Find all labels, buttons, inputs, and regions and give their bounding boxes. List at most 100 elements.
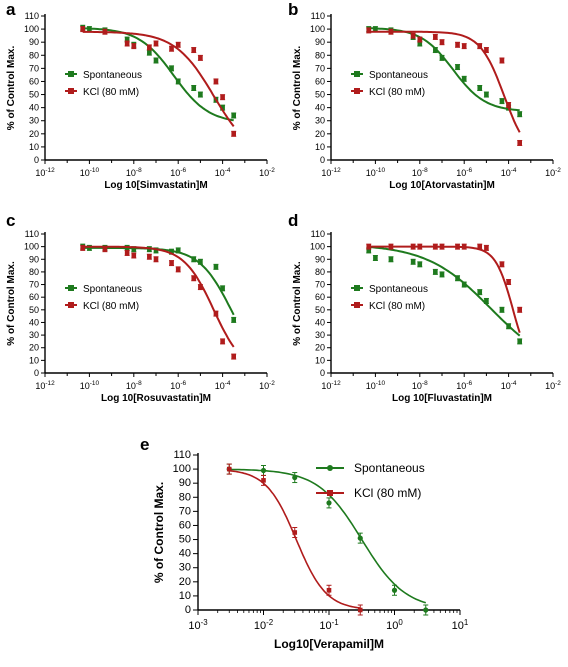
y-tick-label: 10 xyxy=(29,355,39,365)
series-kcl xyxy=(80,26,237,137)
y-tick-label: 30 xyxy=(29,116,39,126)
panel-letter-e: e xyxy=(140,435,149,454)
data-point xyxy=(191,256,197,262)
y-tick-label: 60 xyxy=(179,519,191,531)
y-tick-label: 50 xyxy=(179,534,191,546)
data-point xyxy=(226,466,232,472)
legend-marker xyxy=(68,71,74,77)
data-point xyxy=(198,259,203,265)
x-tick-label: 10-8 xyxy=(126,167,142,178)
data-point xyxy=(131,246,137,252)
x-tick-label: 10-2 xyxy=(545,167,561,178)
x-axis-title: Log 10[Rosuvastatin]M xyxy=(101,393,211,404)
data-point xyxy=(506,102,511,108)
legend-marker xyxy=(327,490,333,496)
data-point xyxy=(213,79,219,84)
legend-marker xyxy=(68,88,74,94)
y-tick-label: 0 xyxy=(320,155,325,165)
legend-item: Spontaneous xyxy=(351,70,428,81)
data-point xyxy=(87,245,92,251)
data-point xyxy=(461,76,467,82)
data-point xyxy=(477,85,483,91)
data-point xyxy=(455,42,460,48)
data-point xyxy=(169,66,174,71)
y-tick-label: 80 xyxy=(315,50,325,60)
y-tick-label: 90 xyxy=(315,254,325,264)
data-point xyxy=(388,244,394,249)
x-tick-label: 10-12 xyxy=(321,380,341,391)
x-tick-label: 10-8 xyxy=(412,380,428,391)
legend-label: Spontaneous xyxy=(83,70,142,81)
legend-label: Spontaneous xyxy=(369,284,428,295)
data-point xyxy=(153,256,159,262)
y-tick-label: 0 xyxy=(34,368,39,378)
panel-e: e 0 10 20 30 40 50 60 70 80 90 100 110 10-3 10-2 10-1 10… xyxy=(140,435,469,651)
data-point xyxy=(433,269,438,275)
data-point xyxy=(373,255,378,261)
data-point xyxy=(433,244,438,249)
y-tick-label: 100 xyxy=(24,24,39,34)
fit-curve xyxy=(368,30,521,133)
legend-label: Spontaneous xyxy=(369,70,428,81)
data-point xyxy=(417,244,423,249)
x-tick-label: 10-4 xyxy=(215,167,231,178)
y-tick-label: 80 xyxy=(179,491,191,503)
x-tick-label: 10-4 xyxy=(501,380,517,391)
data-point xyxy=(131,253,137,258)
data-point xyxy=(326,587,332,593)
fit-curve xyxy=(82,30,235,128)
data-point xyxy=(499,262,505,267)
y-tick-label: 50 xyxy=(315,305,325,315)
data-point xyxy=(410,244,416,249)
y-tick-label: 30 xyxy=(315,116,325,126)
data-point xyxy=(131,43,137,49)
data-point xyxy=(484,47,489,53)
panel-b: b 0 10 20 30 40 50 60 70 80 90 100 110 10-12 10-10 10-8… xyxy=(288,0,561,191)
data-point xyxy=(175,248,181,253)
data-point xyxy=(169,260,174,266)
data-point xyxy=(439,55,445,61)
data-point xyxy=(260,467,267,474)
series-kcl xyxy=(226,463,363,616)
y-axis-title: % of Control Max. xyxy=(292,261,303,346)
y-tick-label: 70 xyxy=(315,280,325,290)
y-tick-label: 110 xyxy=(25,11,39,21)
data-point xyxy=(433,47,438,53)
y-tick-label: 30 xyxy=(315,330,325,340)
y-tick-label: 90 xyxy=(179,477,191,489)
x-tick-label: 10-6 xyxy=(456,380,472,391)
data-point xyxy=(517,307,522,313)
series-spontaneous xyxy=(366,245,523,345)
x-tick-label: 10-10 xyxy=(80,380,100,391)
fit-curve xyxy=(82,245,235,348)
x-tick-label: 10-6 xyxy=(456,167,472,178)
x-tick-label: 10-10 xyxy=(80,167,100,178)
data-point xyxy=(477,43,483,49)
data-point xyxy=(499,58,505,63)
data-point xyxy=(423,607,429,613)
fit-curve xyxy=(368,245,521,337)
legend-item: KCl (80 mM) xyxy=(316,486,421,500)
y-tick-label: 40 xyxy=(315,103,325,113)
legend-label: KCl (80 mM) xyxy=(369,87,425,98)
x-tick-label: 100 xyxy=(386,618,403,632)
data-point xyxy=(455,244,460,249)
data-point xyxy=(169,249,174,254)
y-tick-label: 50 xyxy=(29,305,39,315)
y-tick-label: 70 xyxy=(29,63,39,73)
y-axis-title: % of Control Max. xyxy=(6,46,17,131)
legend-label: KCl (80 mM) xyxy=(354,486,421,500)
series-kcl xyxy=(366,27,523,146)
x-tick-label: 10-2 xyxy=(254,618,273,632)
x-axis-title: Log10[Verapamil]M xyxy=(274,637,384,651)
y-tick-label: 90 xyxy=(29,254,39,264)
y-tick-label: 50 xyxy=(315,90,325,100)
data-point xyxy=(357,535,363,541)
legend-item: Spontaneous xyxy=(351,284,428,295)
series-kcl xyxy=(80,244,237,360)
data-point xyxy=(517,140,522,146)
data-point xyxy=(292,530,298,535)
data-point xyxy=(198,284,203,290)
data-point xyxy=(410,259,416,265)
data-point xyxy=(391,587,398,593)
